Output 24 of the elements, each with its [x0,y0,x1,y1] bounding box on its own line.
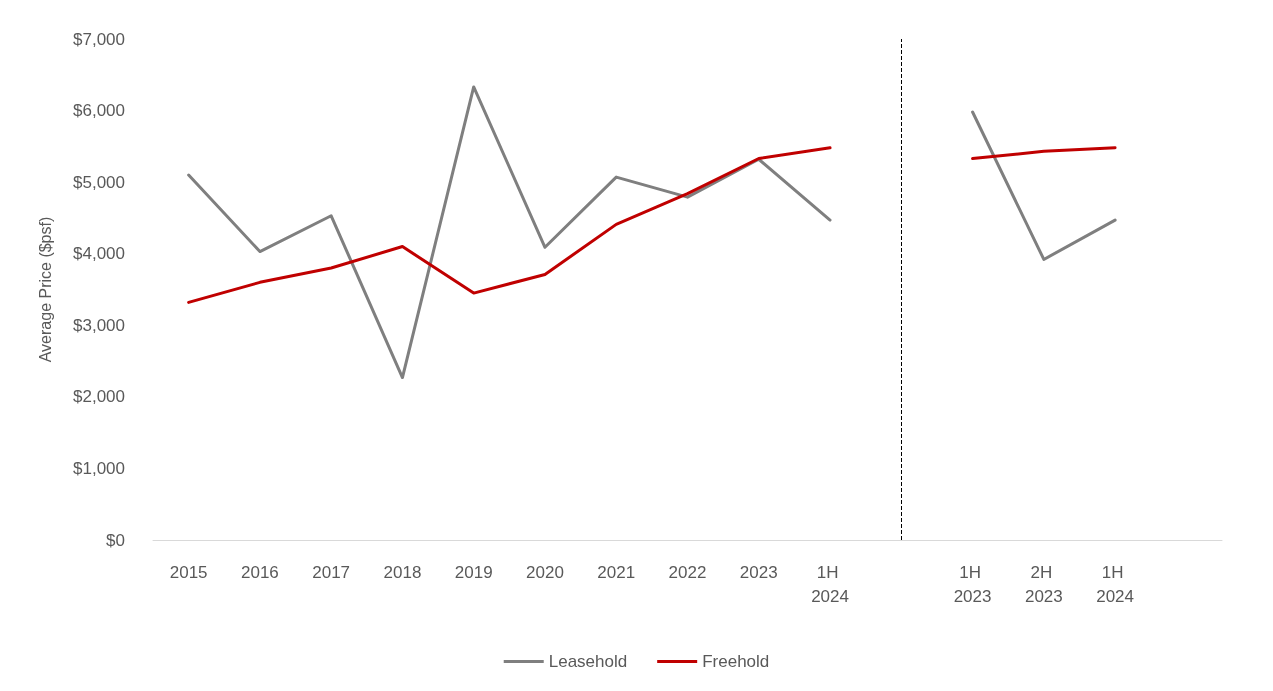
x-tick-label: 2015 [169,562,208,582]
y-tick-label: $6,000 [73,101,125,121]
x-tick-label: 1H 2024 [1096,562,1135,606]
y-tick-label: $0 [106,530,125,550]
x-tick-label: 2016 [240,562,279,582]
x-tick-label: 1H 2024 [811,562,849,606]
x-tick-label: 2021 [597,562,636,582]
x-tick-label: 2017 [312,562,351,582]
legend-label: Leasehold [548,652,628,671]
y-tick-label: $2,000 [73,387,125,407]
x-tick-label: 2023 [739,562,778,582]
x-tick-label: 2018 [383,562,422,582]
x-tick-label: 2H 2023 [1024,562,1063,606]
y-tick-label: $1,000 [73,458,125,478]
y-tick-label: $4,000 [73,244,125,264]
legend-label: Freehold [702,652,770,671]
y-tick-label: $7,000 [73,29,125,49]
y-tick-label: $3,000 [73,315,125,335]
y-tick-label: $5,000 [73,172,125,192]
x-tick-label: 2022 [668,562,707,582]
x-tick-label: 1H 2023 [953,562,992,606]
y-axis-title: Average Price ($psf) [36,216,54,363]
x-tick-label: 2019 [454,562,493,582]
x-tick-label: 2020 [526,562,564,582]
